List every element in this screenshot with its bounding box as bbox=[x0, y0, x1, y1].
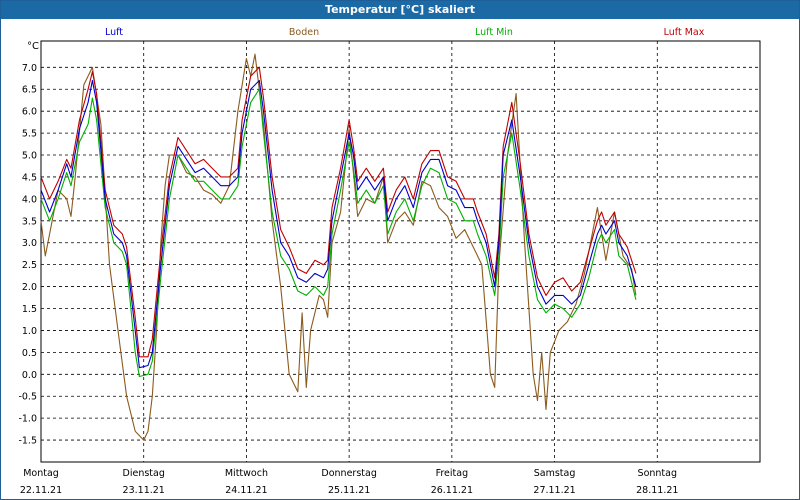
y-tick-label: 1.0 bbox=[22, 326, 37, 337]
y-tick-label: 5.0 bbox=[22, 151, 37, 162]
series-group bbox=[40, 53, 637, 441]
y-tick-label: 3.5 bbox=[22, 216, 37, 227]
y-tick-label: 0.0 bbox=[22, 370, 37, 381]
y-tick-label: -0.5 bbox=[18, 392, 37, 403]
x-tick-day-label: Donnerstag bbox=[321, 468, 376, 479]
y-tick-label: 0.5 bbox=[22, 348, 37, 359]
series-line-luft-min bbox=[40, 88, 637, 378]
legend-item-luft-max: Luft Max bbox=[664, 27, 705, 38]
y-axis-unit: °C bbox=[27, 41, 39, 52]
x-tick-day-label: Freitag bbox=[436, 468, 469, 479]
x-tick-date-label: 24.11.21 bbox=[225, 485, 267, 496]
y-tick-label: 2.0 bbox=[22, 282, 37, 293]
y-tick-label: -1.5 bbox=[18, 436, 37, 447]
legend-item-luft: Luft bbox=[105, 27, 123, 38]
grid bbox=[41, 41, 760, 462]
x-tick-day-label: Mittwoch bbox=[225, 468, 268, 479]
y-tick-labels: -1.5 -1.0 -0.5 0.0 0.5 1.0 1.5 2.0 2.5 3.0 3.5 4.0 4… bbox=[18, 63, 37, 447]
x-tick-day-label: Dienstag bbox=[123, 468, 165, 479]
y-tick-label: 3.0 bbox=[22, 238, 37, 249]
legend-item-boden: Boden bbox=[289, 27, 319, 38]
y-tick-label: 5.5 bbox=[22, 129, 37, 140]
y-tick-label: 2.5 bbox=[22, 260, 37, 271]
y-tick-label: 6.5 bbox=[22, 85, 37, 96]
x-tick-date-label: 26.11.21 bbox=[431, 485, 473, 496]
x-tick-day-label: Samstag bbox=[534, 468, 576, 479]
x-tick-date-label: 25.11.21 bbox=[328, 485, 370, 496]
legend-item-luft-min: Luft Min bbox=[475, 27, 513, 38]
y-tick-label: -1.0 bbox=[18, 414, 37, 425]
x-tick-date-label: 27.11.21 bbox=[533, 485, 575, 496]
series-line-luft-max bbox=[40, 66, 637, 358]
y-tick-label: 6.0 bbox=[22, 107, 37, 118]
x-tick-date-label: 28.11.21 bbox=[636, 485, 678, 496]
y-tick-label: 4.5 bbox=[22, 172, 37, 183]
x-tick-day-label: Sonntag bbox=[638, 468, 677, 479]
legend: Luft Boden Luft Min Luft Max bbox=[105, 27, 705, 38]
x-tick-date-label: 23.11.21 bbox=[123, 485, 165, 496]
series-line-boden bbox=[40, 53, 637, 441]
series-line-luft bbox=[40, 79, 637, 369]
y-tick-label: 7.0 bbox=[22, 63, 37, 74]
plot-area bbox=[40, 40, 761, 463]
x-tick-date-label: 22.11.21 bbox=[20, 485, 62, 496]
temperature-chart: Luft Boden Luft Min Luft Max °C -1.5 -1.0 -0.… bbox=[18, 27, 761, 496]
x-tick-labels: Montag 22.11.21 Dienstag 23.11.21 Mittwoch 24… bbox=[20, 468, 679, 496]
x-tick-day-label: Montag bbox=[23, 468, 59, 479]
y-tick-label: 4.0 bbox=[22, 194, 37, 205]
y-tick-label: 1.5 bbox=[22, 304, 37, 315]
chart-title: Temperatur [°C] skaliert bbox=[1, 1, 799, 19]
